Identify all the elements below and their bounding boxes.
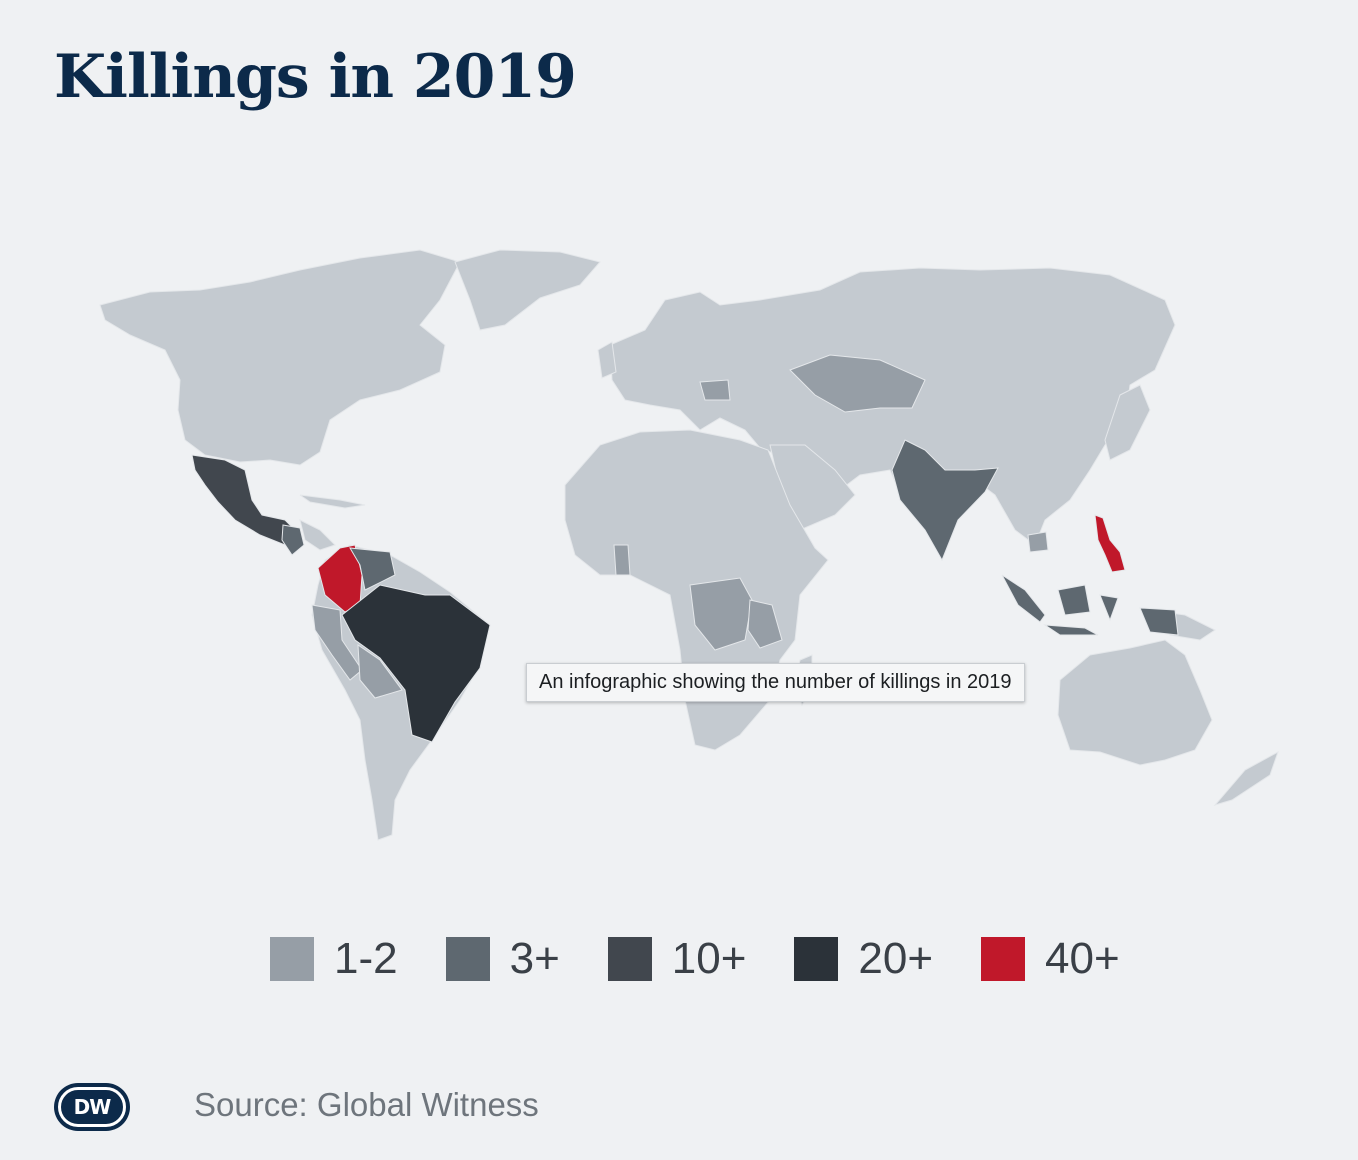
india-region <box>891 439 999 562</box>
legend-swatch <box>607 937 652 981</box>
map-tooltip: An infographic showing the number of kil… <box>526 663 1025 702</box>
colombia-region <box>317 544 363 613</box>
bolivia-region <box>357 644 403 699</box>
legend-swatch <box>981 937 1026 981</box>
japan <box>1104 384 1151 461</box>
tanzania-region <box>747 599 783 649</box>
dw-logo: DW <box>54 1083 130 1131</box>
north-america <box>99 249 461 466</box>
kazakhstan-region <box>789 354 926 413</box>
australia <box>1057 639 1213 766</box>
legend-item-10-plus: 10+ <box>607 934 747 984</box>
map-legend: 1-2 3+ 10+ 20+ 40+ <box>270 934 1120 984</box>
uk <box>597 341 617 379</box>
source-credit: Source: Global Witness <box>194 1086 539 1123</box>
legend-item-20-plus: 20+ <box>794 934 933 984</box>
legend-swatch <box>445 937 490 981</box>
legend-item-40-plus: 40+ <box>981 934 1120 984</box>
cambodia-region <box>1027 531 1049 553</box>
venezuela-region <box>349 547 396 591</box>
new-zealand <box>1213 750 1279 806</box>
legend-label: 10+ <box>671 934 747 983</box>
greenland <box>454 249 601 331</box>
legend-label: 1-2 <box>334 934 398 983</box>
romania-region <box>699 379 731 401</box>
legend-swatch <box>270 937 314 981</box>
philippines-region <box>1094 514 1126 573</box>
ghana-region <box>613 544 631 576</box>
legend-swatch <box>794 937 839 981</box>
dw-logo-text: DW <box>58 1087 126 1127</box>
peru-region <box>311 604 363 681</box>
legend-label: 20+ <box>858 934 934 983</box>
legend-item-1-2: 1-2 <box>270 934 398 984</box>
legend-label: 3+ <box>509 934 560 983</box>
legend-label: 40+ <box>1045 934 1120 983</box>
indonesia-region <box>1001 574 1179 636</box>
drc-region <box>689 577 753 651</box>
guatemala-region <box>281 524 305 556</box>
mexico-region <box>191 454 296 546</box>
page-title: Killings in 2019 <box>54 42 577 112</box>
central-america-caribbean <box>299 494 366 551</box>
world-map <box>99 249 1279 841</box>
legend-item-3-plus: 3+ <box>445 934 560 984</box>
brazil-region <box>341 584 491 743</box>
